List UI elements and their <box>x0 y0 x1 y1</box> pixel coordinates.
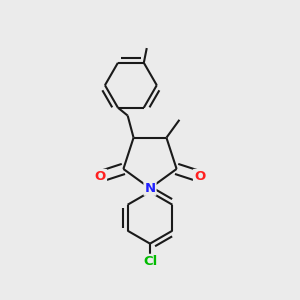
Text: N: N <box>144 182 156 195</box>
Text: O: O <box>95 170 106 183</box>
Text: Cl: Cl <box>143 255 157 268</box>
Text: O: O <box>194 170 205 183</box>
